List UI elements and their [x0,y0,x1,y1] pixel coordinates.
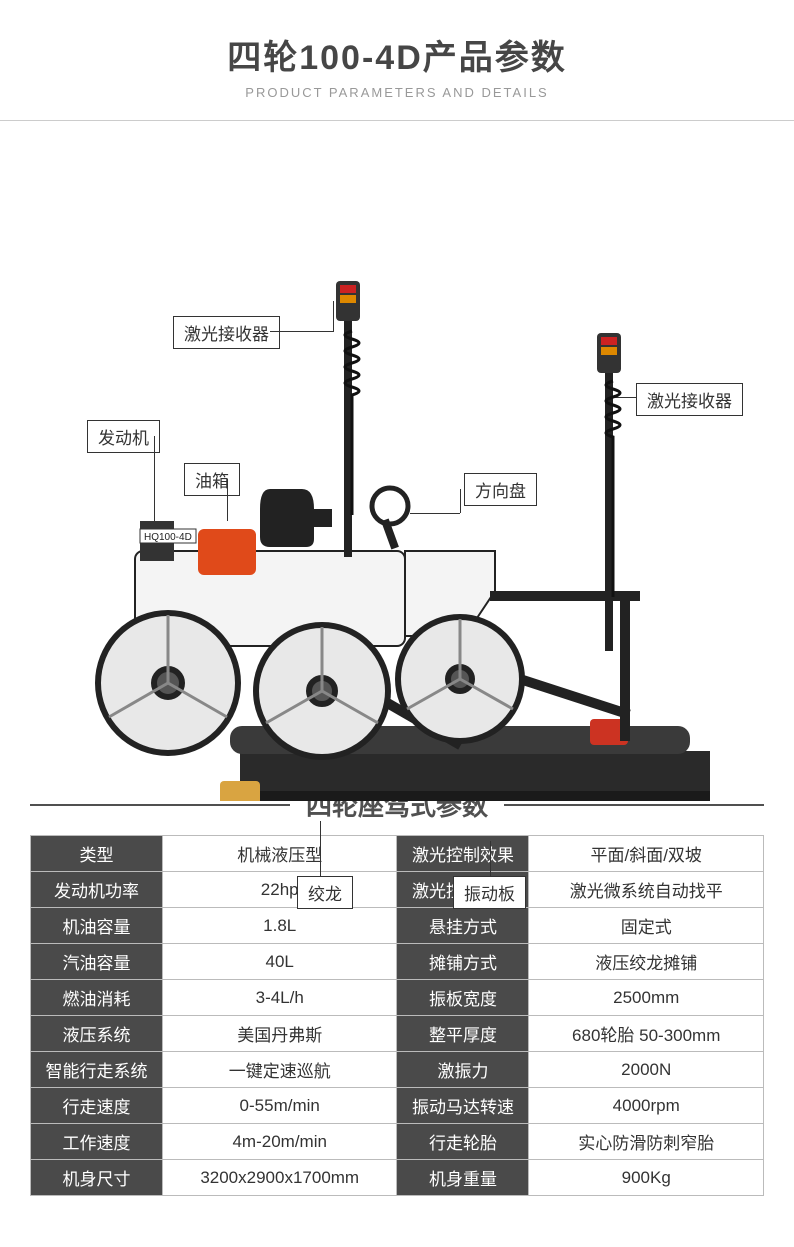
table-row: 机身尺寸3200x2900x1700mm机身重量900Kg [31,1160,764,1196]
table-row: 工作速度4m-20m/min行走轮胎实心防滑防刺窄胎 [31,1124,764,1160]
spec-label: 类型 [31,836,163,872]
spec-label: 智能行走系统 [31,1052,163,1088]
spec-value: 1.8L [162,908,397,944]
table-row: 汽油容量40L摊铺方式液压绞龙摊铺 [31,944,764,980]
spec-value: 22hp [162,872,397,908]
spec-value: 0-55m/min [162,1088,397,1124]
spec-label: 汽油容量 [31,944,163,980]
spec-label: 激光控制效果 [397,836,529,872]
spec-value: 680轮胎 50-300mm [529,1016,764,1052]
spec-value: 机械液压型 [162,836,397,872]
spec-label: 振动马达转速 [397,1088,529,1124]
table-row: 类型机械液压型激光控制效果平面/斜面/双坡 [31,836,764,872]
table-row: 燃油消耗3-4L/h振板宽度2500mm [31,980,764,1016]
spec-value: 4000rpm [529,1088,764,1124]
spec-value: 2000N [529,1052,764,1088]
spec-table: 类型机械液压型激光控制效果平面/斜面/双坡发动机功率22hp激光控制方式激光微系… [30,835,764,1196]
spec-label: 激振力 [397,1052,529,1088]
spec-label: 机油容量 [31,908,163,944]
spec-value: 4m-20m/min [162,1124,397,1160]
spec-label: 液压系统 [31,1016,163,1052]
table-row: 机油容量1.8L悬挂方式固定式 [31,908,764,944]
spec-label: 振板宽度 [397,980,529,1016]
page-title: 四轮100-4D产品参数 [0,30,794,79]
divider-left [30,804,290,806]
spec-value: 一键定速巡航 [162,1052,397,1088]
spec-label: 发动机功率 [31,872,163,908]
spec-label: 燃油消耗 [31,980,163,1016]
spec-label: 悬挂方式 [397,908,529,944]
spec-label: 摊铺方式 [397,944,529,980]
spec-value: 固定式 [529,908,764,944]
spec-value: 美国丹弗斯 [162,1016,397,1052]
machine-illustration: HQ100-4D [90,281,710,801]
label-screed: 振动板 [453,876,526,909]
spec-label: 行走轮胎 [397,1124,529,1160]
spec-value: 900Kg [529,1160,764,1196]
spec-label: 机身重量 [397,1160,529,1196]
spec-label: 整平厚度 [397,1016,529,1052]
spec-label: 机身尺寸 [31,1160,163,1196]
table-row: 智能行走系统一键定速巡航激振力2000N [31,1052,764,1088]
table-row: 液压系统美国丹弗斯整平厚度680轮胎 50-300mm [31,1016,764,1052]
page-subtitle: PRODUCT PARAMETERS AND DETAILS [0,85,794,100]
svg-text:HQ100-4D: HQ100-4D [144,532,192,543]
spec-value: 40L [162,944,397,980]
spec-value: 3200x2900x1700mm [162,1160,397,1196]
label-auger: 绞龙 [297,876,353,909]
page-header: 四轮100-4D产品参数 PRODUCT PARAMETERS AND DETA… [0,0,794,121]
spec-value: 平面/斜面/双坡 [529,836,764,872]
spec-value: 2500mm [529,980,764,1016]
divider-right [504,804,764,806]
spec-label: 行走速度 [31,1088,163,1124]
spec-value: 液压绞龙摊铺 [529,944,764,980]
table-row: 发动机功率22hp激光控制方式激光微系统自动找平 [31,872,764,908]
spec-value: 实心防滑防刺窄胎 [529,1124,764,1160]
product-diagram: 激光接收器 激光接收器 发动机 油箱 方向盘 振动电机 绞龙 振动板 [0,121,794,771]
spec-value: 3-4L/h [162,980,397,1016]
spec-value: 激光微系统自动找平 [529,872,764,908]
table-row: 行走速度0-55m/min振动马达转速4000rpm [31,1088,764,1124]
spec-label: 工作速度 [31,1124,163,1160]
